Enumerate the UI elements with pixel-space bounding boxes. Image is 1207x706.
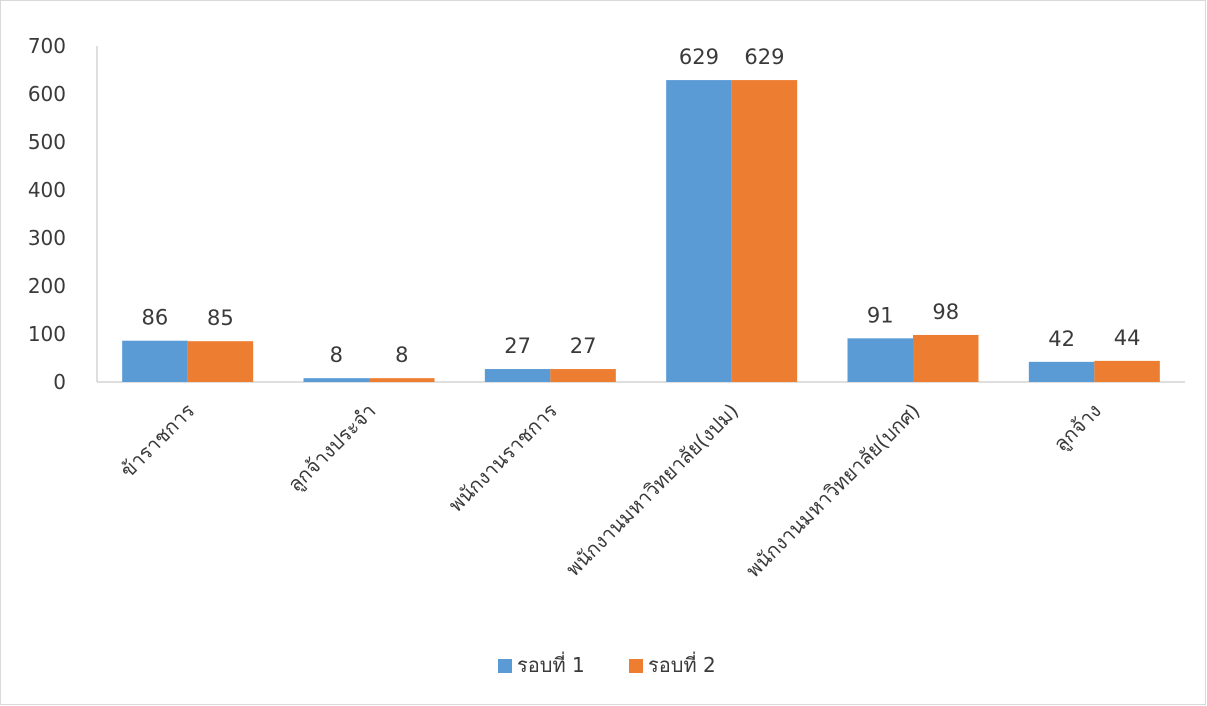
bar-1-4: [666, 80, 732, 382]
bar-2-1: [187, 341, 254, 382]
y-tick-label: 600: [28, 82, 66, 106]
bar-1-2: [303, 378, 369, 382]
data-labels-group: 86 85 8 8 27 27 629 629 91 98 42 44: [142, 45, 1141, 367]
category-label: พนักงานมหาวิทยาลัย(งปม): [561, 399, 743, 581]
data-label: 42: [1048, 327, 1075, 351]
bars-group: [122, 80, 1160, 382]
data-label: 91: [867, 303, 894, 327]
category-label: ข้าราชการ: [115, 398, 199, 482]
bar-1-6: [1028, 361, 1095, 382]
data-label: 44: [1114, 326, 1141, 350]
legend-swatch: [498, 659, 512, 673]
bar-2-3: [550, 369, 616, 382]
data-label: 8: [395, 343, 408, 367]
legend: รอบที่ 1 รอบที่ 2: [498, 651, 716, 677]
y-tick-label: 0: [53, 370, 66, 394]
y-axis-ticks: 0 100 200 300 400 500 600 700: [28, 34, 66, 394]
bar-2-6: [1094, 360, 1160, 382]
legend-label: รอบที่ 1: [517, 651, 585, 677]
legend-swatch: [629, 659, 643, 673]
y-tick-label: 300: [28, 226, 66, 250]
category-label: ลูกจ้าง: [1049, 399, 1107, 457]
data-label: 85: [207, 306, 234, 330]
bar-1-3: [484, 369, 551, 382]
y-tick-label: 700: [28, 34, 66, 58]
category-label: ลูกจ้างประจำ: [283, 399, 381, 497]
data-label: 27: [504, 334, 531, 358]
bar-1-5: [847, 338, 913, 382]
bar-2-2: [369, 378, 435, 382]
y-tick-label: 400: [28, 178, 66, 202]
data-label: 27: [570, 334, 597, 358]
category-label: พนักงานมหาวิทยาลัย(บกศ): [741, 399, 925, 583]
data-label: 98: [932, 300, 959, 324]
bar-2-4: [731, 80, 798, 382]
y-tick-label: 500: [28, 130, 66, 154]
y-tick-label: 200: [28, 274, 66, 298]
bar-2-5: [913, 334, 979, 382]
legend-label: รอบที่ 2: [648, 651, 716, 677]
data-label: 86: [142, 306, 169, 330]
data-label: 629: [679, 45, 719, 69]
category-labels-group: ข้าราชการ ลูกจ้างประจำ พนักงานราชการ พนักงา…: [115, 398, 1106, 582]
bar-1-1: [122, 340, 188, 382]
category-label: พนักงานราชการ: [444, 398, 562, 516]
data-label: 8: [330, 343, 343, 367]
y-tick-label: 100: [28, 322, 66, 346]
data-label: 629: [744, 45, 784, 69]
